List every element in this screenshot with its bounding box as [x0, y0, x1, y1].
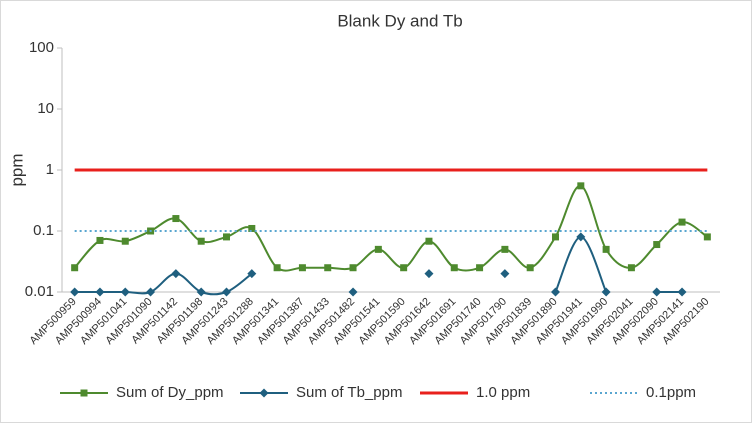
- legend-label: 0.1ppm: [646, 384, 696, 401]
- marker: [400, 264, 408, 272]
- marker: [146, 287, 156, 297]
- marker: [171, 269, 181, 279]
- marker: [577, 182, 585, 190]
- y-tick-label: 0.1: [33, 222, 54, 239]
- marker: [653, 241, 661, 249]
- marker: [121, 237, 129, 245]
- marker: [348, 287, 358, 297]
- marker: [500, 269, 510, 279]
- marker: [197, 237, 205, 245]
- marker: [627, 264, 635, 272]
- y-tick-label: 0.01: [25, 283, 54, 300]
- marker: [678, 218, 686, 226]
- marker: [601, 287, 611, 297]
- marker: [652, 287, 662, 297]
- marker: [703, 233, 711, 241]
- marker: [374, 245, 382, 253]
- legend-label: Sum of Dy_ppm: [116, 384, 224, 401]
- marker: [273, 264, 281, 272]
- marker: [576, 232, 586, 242]
- y-tick-label: 100: [29, 39, 54, 56]
- marker: [349, 264, 357, 272]
- marker: [476, 264, 484, 272]
- marker: [222, 287, 231, 297]
- marker: [172, 215, 180, 223]
- marker: [70, 287, 80, 297]
- marker: [450, 264, 458, 272]
- marker: [551, 287, 560, 297]
- marker: [71, 264, 79, 272]
- marker: [526, 264, 534, 272]
- marker: [247, 269, 257, 279]
- legend-marker: [80, 389, 88, 397]
- legend-label: Sum of Tb_ppm: [296, 384, 402, 401]
- marker: [196, 287, 206, 297]
- marker: [552, 233, 559, 241]
- marker: [96, 236, 104, 244]
- marker: [501, 245, 509, 253]
- marker: [298, 264, 306, 272]
- y-tick-label: 1: [46, 161, 54, 178]
- marker: [425, 237, 433, 245]
- marker: [223, 233, 230, 241]
- legend-label: 1.0 ppm: [476, 384, 530, 401]
- legend-marker: [259, 388, 269, 398]
- marker: [120, 287, 130, 297]
- marker: [95, 287, 105, 297]
- y-tick-label: 10: [37, 100, 54, 117]
- chart-title: Blank Dy and Tb: [337, 11, 462, 30]
- marker: [248, 224, 256, 232]
- y-axis-label: ppm: [7, 153, 26, 186]
- marker: [324, 264, 332, 272]
- marker: [677, 287, 687, 297]
- marker: [602, 245, 610, 253]
- marker: [424, 269, 434, 279]
